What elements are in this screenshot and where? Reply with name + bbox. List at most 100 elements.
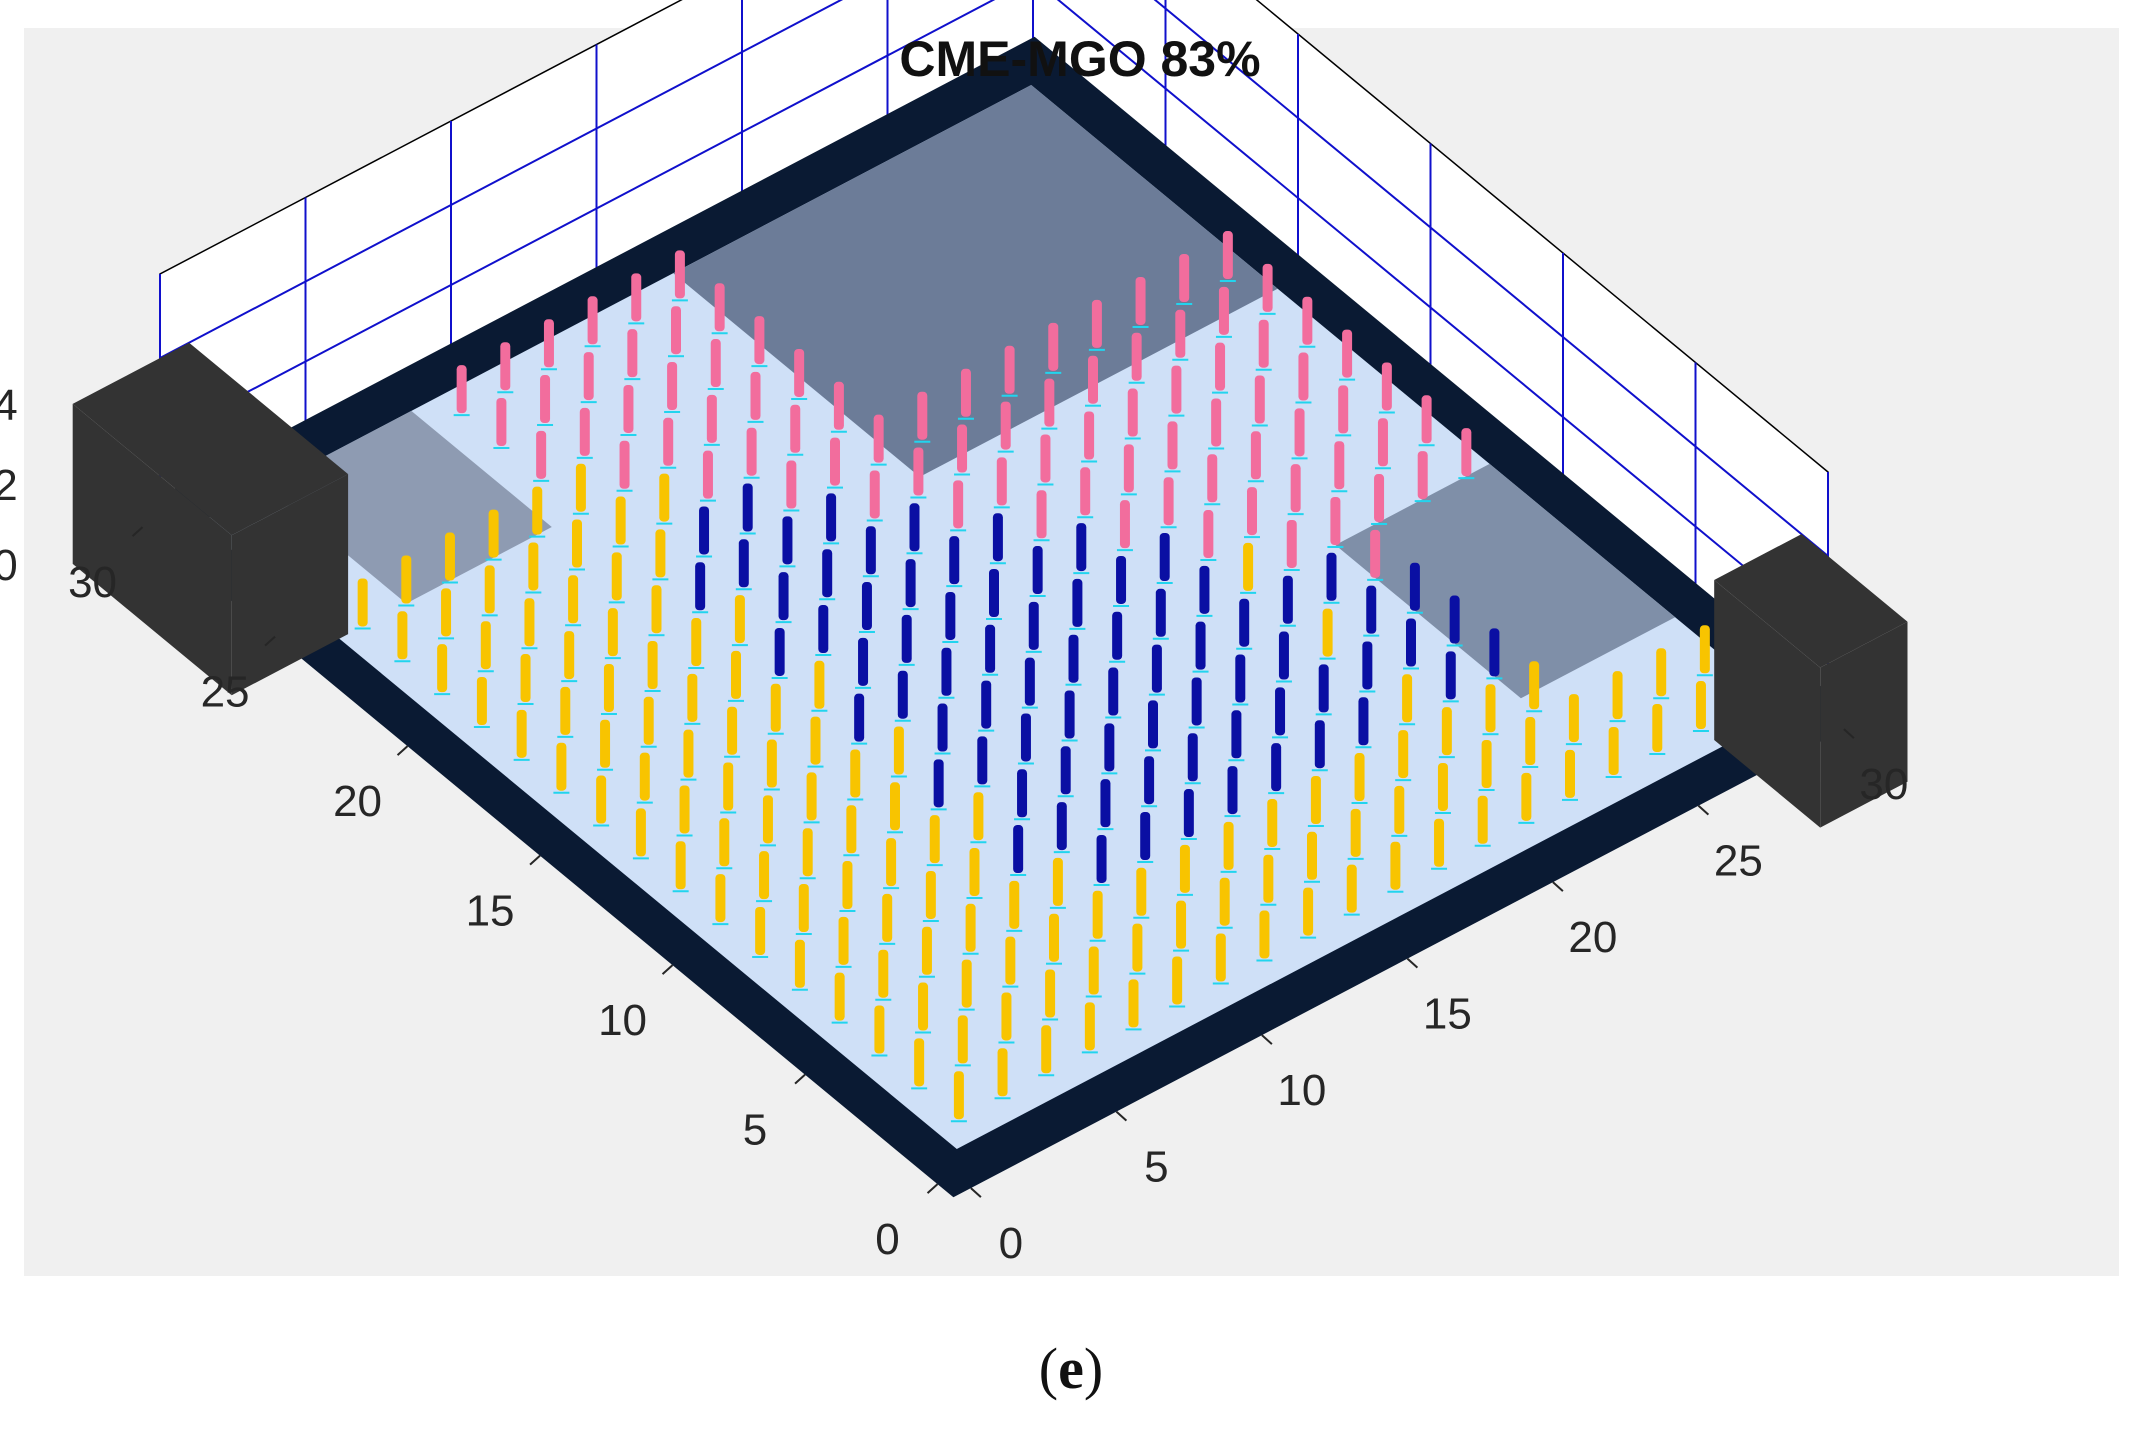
sensor-node: [893, 726, 904, 775]
sensor-node: [1521, 772, 1532, 821]
sensor-node: [1307, 831, 1317, 880]
sensor-node: [1001, 992, 1012, 1041]
sensor-node: [960, 368, 971, 417]
sensor-node: [560, 686, 571, 735]
sensor-node: [480, 621, 491, 670]
sensor-node: [858, 637, 869, 686]
sensor-node: [1128, 979, 1139, 1028]
sensor-node: [1215, 342, 1226, 391]
sensor-node: [702, 450, 713, 499]
sensor-node: [1013, 825, 1024, 874]
grid-line-z: [159, 0, 1829, 557]
sensor-node: [1017, 769, 1028, 818]
sensor-node: [833, 381, 844, 430]
sensor-node: [731, 650, 741, 699]
sensor-node: [1207, 454, 1218, 503]
sensor-node: [528, 542, 539, 591]
sensor-node: [738, 539, 749, 588]
sensor-node: [675, 841, 686, 890]
sensor-node: [1489, 628, 1500, 677]
sensor-node: [762, 795, 773, 844]
sensor-node: [1421, 395, 1432, 444]
sensor-node: [1366, 585, 1377, 634]
sensor-node: [397, 611, 408, 660]
sensor-node: [861, 582, 872, 631]
sensor-node: [989, 569, 999, 617]
sensor-node: [543, 319, 554, 368]
sensor-node: [710, 339, 721, 388]
sensor-node: [1568, 694, 1579, 743]
sensor-node: [750, 371, 761, 420]
sensor-node: [1417, 451, 1428, 500]
sensor-node: [1028, 601, 1039, 650]
sensor-node: [798, 884, 809, 932]
sensor-node: [1302, 296, 1313, 345]
sensor-node: [897, 670, 908, 719]
y-tick-label: 5: [743, 1106, 767, 1155]
sensor-node: [1699, 625, 1710, 674]
sensor-node: [1163, 477, 1174, 526]
sensor-node: [782, 516, 793, 565]
sensor-node: [1036, 490, 1047, 539]
x-tick: [970, 1187, 982, 1198]
sensor-node: [886, 838, 897, 887]
sensor-node: [714, 283, 725, 332]
sensor-node: [1211, 398, 1222, 447]
x-tick-label: 20: [1568, 913, 1617, 962]
caption-letter: e: [1058, 1336, 1084, 1401]
sensor-node: [623, 384, 634, 433]
sensor-node: [1080, 467, 1091, 516]
sensor-node: [579, 407, 590, 456]
sensor-node: [1112, 611, 1123, 660]
sensor-node: [969, 848, 980, 896]
sensor-node: [1041, 1025, 1052, 1074]
z-tick-label: 4: [0, 381, 18, 430]
sensor-node: [830, 437, 840, 486]
sensor-node: [635, 808, 646, 857]
sensor-node: [643, 696, 654, 745]
sensor-node: [1108, 667, 1119, 716]
sensor-node: [1135, 276, 1146, 325]
sensor-node: [953, 1071, 964, 1120]
sensor-node: [516, 709, 527, 758]
sensor-node: [810, 716, 821, 765]
sensor-node: [695, 562, 706, 611]
sensor-node: [456, 365, 467, 414]
sensor-node: [667, 362, 678, 410]
sensor-node: [715, 874, 726, 923]
sensor-node: [401, 555, 412, 604]
sensor-node: [1565, 749, 1575, 798]
sensor-node: [1219, 877, 1230, 926]
sensor-node: [1024, 657, 1035, 706]
sensor-node: [1044, 378, 1055, 427]
x-tick-label: 30: [1859, 760, 1908, 809]
sensor-node: [977, 736, 988, 785]
sensor-node: [444, 532, 455, 581]
sensor-node: [1409, 562, 1420, 611]
sensor-node: [1271, 743, 1282, 792]
figure-caption: (e): [1038, 1336, 1104, 1401]
sensor-node: [575, 463, 586, 512]
sensor-node: [1346, 864, 1357, 913]
sensor-node: [790, 404, 801, 453]
sensor-node: [890, 782, 900, 831]
sensor-node: [1656, 648, 1667, 697]
sensor-node: [611, 552, 622, 601]
sensor-node: [1330, 497, 1341, 545]
sensor-node: [766, 739, 777, 788]
sensor-node: [603, 663, 614, 712]
sensor-node: [1088, 946, 1099, 995]
sensor-node: [1222, 231, 1233, 280]
corner-block-right-top: [1714, 534, 1908, 668]
sensor-node: [850, 749, 861, 798]
sensor-node: [1377, 418, 1388, 467]
obstacle-blocks: [72, 342, 1908, 828]
sensor-node: [1056, 802, 1067, 851]
sensor-node: [997, 1048, 1008, 1097]
sensor-node: [996, 457, 1007, 506]
sensor-node: [965, 903, 976, 952]
sensor-node: [838, 916, 849, 965]
sensor-node: [1005, 936, 1016, 985]
sensor-node: [1179, 844, 1190, 893]
